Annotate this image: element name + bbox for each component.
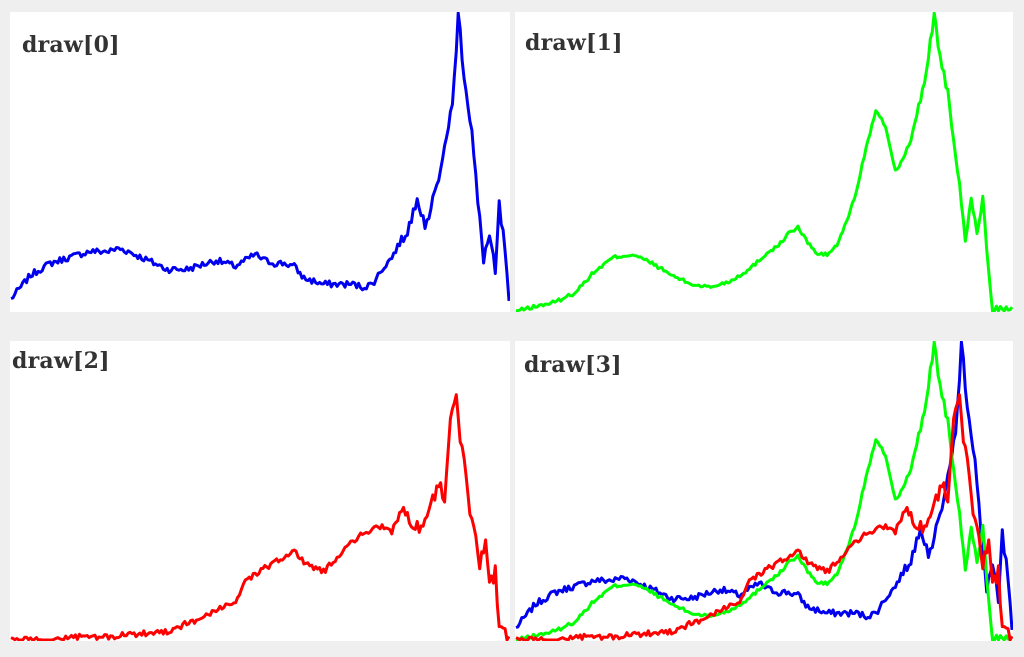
subplot-title: draw[3]: [524, 352, 622, 378]
plot-area: [10, 393, 510, 641]
histogram-line-2: [515, 393, 1013, 641]
histogram-line-0: [515, 12, 1013, 312]
subplot-draw-2: draw[2]: [10, 341, 510, 641]
subplot-title: draw[2]: [12, 348, 110, 374]
histogram-line-0: [10, 12, 510, 302]
plot-area: [515, 12, 1013, 312]
subplot-title: draw[1]: [525, 30, 623, 56]
subplot-title: draw[0]: [22, 32, 120, 58]
histogram-line-1: [515, 341, 1013, 641]
subplot-draw-3: draw[3]: [515, 341, 1013, 641]
plot-area: [10, 12, 510, 302]
subplot-draw-0: draw[0]: [10, 12, 510, 312]
histogram-line-0: [10, 393, 510, 641]
subplot-draw-1: draw[1]: [515, 12, 1013, 312]
plot-area: [515, 341, 1013, 641]
